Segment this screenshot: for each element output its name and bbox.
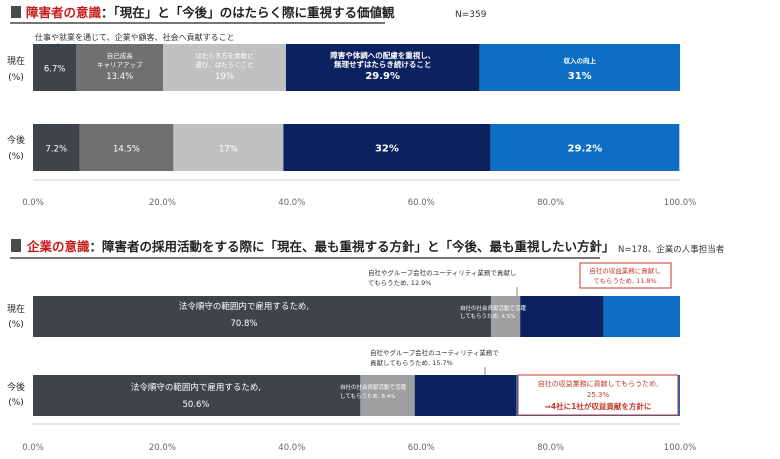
chart2-row-label-now: 現在 — [7, 303, 25, 315]
chart1-row-label-future: 今後 — [7, 134, 25, 146]
c1-bar-r0-s2 — [163, 44, 286, 91]
c2-now-utility-label: 自社やグループ会社のユーティリティ業務で貢献し — [368, 268, 516, 277]
c1-bar-r0-s0 — [33, 44, 77, 91]
c2-xtick-4: 80.0% — [537, 443, 564, 453]
c1-value-r0-s3: 29.9% — [365, 71, 400, 82]
c2-bar-r1-s0 — [33, 375, 361, 416]
chart2-sample-note: N=178、企業の人事担当者 — [618, 244, 725, 255]
c1-xtick-5: 100.0% — [664, 198, 696, 208]
c1-series-name-1-1: キャリアアップ — [97, 61, 143, 69]
c2-now-legal-label: 法令順守の範囲内で雇用するため, — [179, 301, 309, 312]
c1-bar-r1-s4 — [490, 124, 680, 171]
c1-bar-r0-s1 — [76, 44, 164, 91]
c2-future-profit-value: 25.3% — [587, 391, 610, 399]
c1-series-name-4-0: 収入の向上 — [563, 56, 596, 65]
chart2-row-label-future: 今後 — [7, 381, 25, 393]
c1-xtick-2: 40.0% — [278, 198, 305, 208]
c1-xtick-1: 20.0% — [149, 198, 176, 208]
chart1-title-rest: ：「現在」と「今後」のはたらく際に重視する価値観 — [101, 5, 395, 20]
c2-future-profit-label: 自社の収益業務に貢献してもらうため, — [538, 379, 659, 388]
c2-bar-r1-s2 — [414, 375, 517, 416]
chart1-title-accent: 障害者の意識 — [26, 5, 102, 20]
c2-xtick-1: 20.0% — [149, 443, 176, 453]
chart1-row-label-now: 現在 — [7, 55, 25, 67]
c2-future-legal-value: 50.6% — [182, 400, 209, 410]
c1-xtick-3: 60.0% — [408, 198, 435, 208]
c1-value-r0-s1: 13.4% — [106, 72, 133, 82]
c1-value-r1-s2: 17% — [219, 145, 238, 155]
c2-xtick-2: 40.0% — [278, 443, 305, 453]
c2-xtick-5: 100.0% — [664, 443, 696, 453]
c1-bar-r1-s3 — [283, 124, 491, 171]
chart1-title: 障害者の意識：「現在」と「今後」のはたらく際に重視する価値観 — [26, 5, 395, 20]
c1-series-name-3-0: 障害や体調への配慮を重視し、 — [330, 50, 435, 60]
c2-bar-r0-s2 — [520, 296, 604, 337]
c2-now-social-value: してもらうため, 4.5% — [460, 313, 516, 320]
c2-now-legal-value: 70.8% — [230, 319, 257, 329]
chart2-title-rest: ：障害者の採用活動をする際に「現在、最も重視する方針」と「今後、最も重視したい方… — [90, 239, 615, 254]
c2-future-profit-callout — [517, 374, 679, 416]
c1-value-r1-s3: 32% — [375, 144, 399, 155]
c1-value-r1-s4: 29.2% — [568, 144, 603, 155]
c1-value-r1-s1: 14.5% — [113, 145, 140, 155]
chart1-sample-note: N=359 — [455, 10, 487, 20]
chart2-row-unit-now: (%) — [8, 320, 24, 330]
chart2-row-unit-future: (%) — [8, 398, 24, 408]
c1-bar-r1-s0 — [33, 124, 80, 171]
chart2-title-accent: 企業の意識 — [26, 239, 90, 254]
chart1-row-unit-future: (%) — [8, 152, 24, 162]
c1-value-r0-s0: 6.7% — [44, 65, 66, 75]
c1-series-name-3-1: 無理せずはたらき続けること — [334, 59, 431, 69]
c2-bar-r0-s3 — [603, 296, 680, 337]
c1-value-r0-s4: 31% — [568, 71, 592, 82]
chart1-row-unit-now: (%) — [8, 73, 24, 83]
c1-bar-r1-s2 — [173, 124, 284, 171]
c2-future-utility-value: 貢献してもらうため, 15.7% — [370, 358, 453, 367]
chart2-title: 企業の意識：障害者の採用活動をする際に「現在、最も重視する方針」と「今後、最も重… — [26, 239, 615, 254]
c2-now-profit-value: てもらうため, 11.8% — [593, 277, 656, 285]
title-square-1 — [11, 6, 21, 18]
c2-bar-r1-s1 — [360, 375, 415, 416]
c1-series-name-1-0: 自己成長 — [107, 51, 134, 60]
c2-now-profit-label: 自社の収益業務に貢献し — [589, 266, 661, 275]
c1-xtick-4: 80.0% — [537, 198, 564, 208]
c1-value-r0-s2: 19% — [215, 72, 234, 82]
c1-value-r1-s0: 7.2% — [45, 145, 67, 155]
c1-bar-r1-s1 — [79, 124, 174, 171]
c2-now-utility-value: てもらうため, 12.9% — [368, 279, 431, 287]
c1-bar-r0-s4 — [479, 44, 680, 91]
c2-xtick-0: 0.0% — [22, 443, 44, 453]
c2-future-legal-label: 法令順守の範囲内で雇用するため, — [131, 382, 261, 393]
c2-bar-r0-s0 — [33, 296, 492, 337]
c2-bar-r0-s1 — [491, 296, 521, 337]
title-square-2 — [11, 239, 21, 252]
c1-series-name-2-1: 選び、はたらくこと — [195, 60, 253, 69]
c1-series-name-2-0: はたらき方を柔軟に — [195, 51, 253, 60]
c2-future-profit-note: ⇒4社に1社が収益貢献を方針に — [545, 401, 652, 411]
c2-xtick-3: 60.0% — [408, 443, 435, 453]
c2-future-social-value: してもらうため, 8.4% — [340, 393, 396, 400]
c1-xtick-0: 0.0% — [22, 198, 44, 208]
c2-now-social-label: 自社の社会貢献活動で活躍 — [460, 304, 527, 312]
c2-now-profit-callout — [579, 262, 672, 289]
c2-future-utility-label: 自社やグループ会社のユーティリティ業務で — [370, 348, 499, 357]
c1-bar-r0-s3 — [285, 44, 480, 91]
chart1-top-note: 仕事や就業を通じて、企業や顧客、社会へ貢献すること — [35, 32, 235, 42]
c2-future-social-label: 自社の社会貢献活動で活躍 — [340, 383, 407, 391]
